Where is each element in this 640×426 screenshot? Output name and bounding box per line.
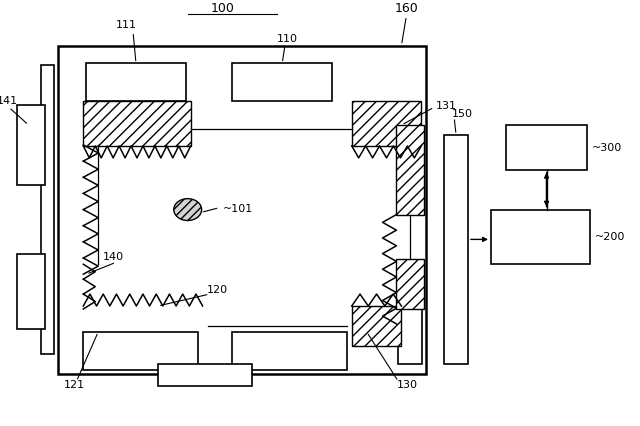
Text: 110: 110 xyxy=(276,34,298,43)
Text: 130: 130 xyxy=(396,379,417,389)
Bar xyxy=(396,126,424,215)
Bar xyxy=(83,102,191,147)
Bar xyxy=(232,332,347,370)
Text: 121: 121 xyxy=(63,379,84,389)
Text: 120: 120 xyxy=(207,285,228,294)
Text: 100: 100 xyxy=(211,2,234,15)
Bar xyxy=(58,46,426,374)
Bar xyxy=(232,64,332,102)
Bar xyxy=(40,66,54,354)
Text: 150: 150 xyxy=(452,109,473,119)
Bar xyxy=(158,364,252,386)
Bar xyxy=(17,255,45,329)
Bar xyxy=(17,106,45,185)
Bar xyxy=(396,260,424,309)
Text: 111: 111 xyxy=(116,20,136,30)
Text: ~200: ~200 xyxy=(595,232,626,242)
Bar xyxy=(444,136,468,364)
Bar xyxy=(83,332,198,370)
Bar xyxy=(352,306,401,346)
Ellipse shape xyxy=(174,199,202,221)
Text: 160: 160 xyxy=(394,2,419,15)
Text: ~300: ~300 xyxy=(592,143,623,153)
Bar xyxy=(352,102,421,147)
Text: 131: 131 xyxy=(436,101,457,111)
Text: 140: 140 xyxy=(102,252,124,262)
Bar xyxy=(506,126,588,170)
Text: ~101: ~101 xyxy=(223,203,253,213)
Text: 141: 141 xyxy=(0,96,18,106)
Bar xyxy=(86,64,186,102)
Bar xyxy=(491,210,590,265)
Bar xyxy=(399,304,422,364)
